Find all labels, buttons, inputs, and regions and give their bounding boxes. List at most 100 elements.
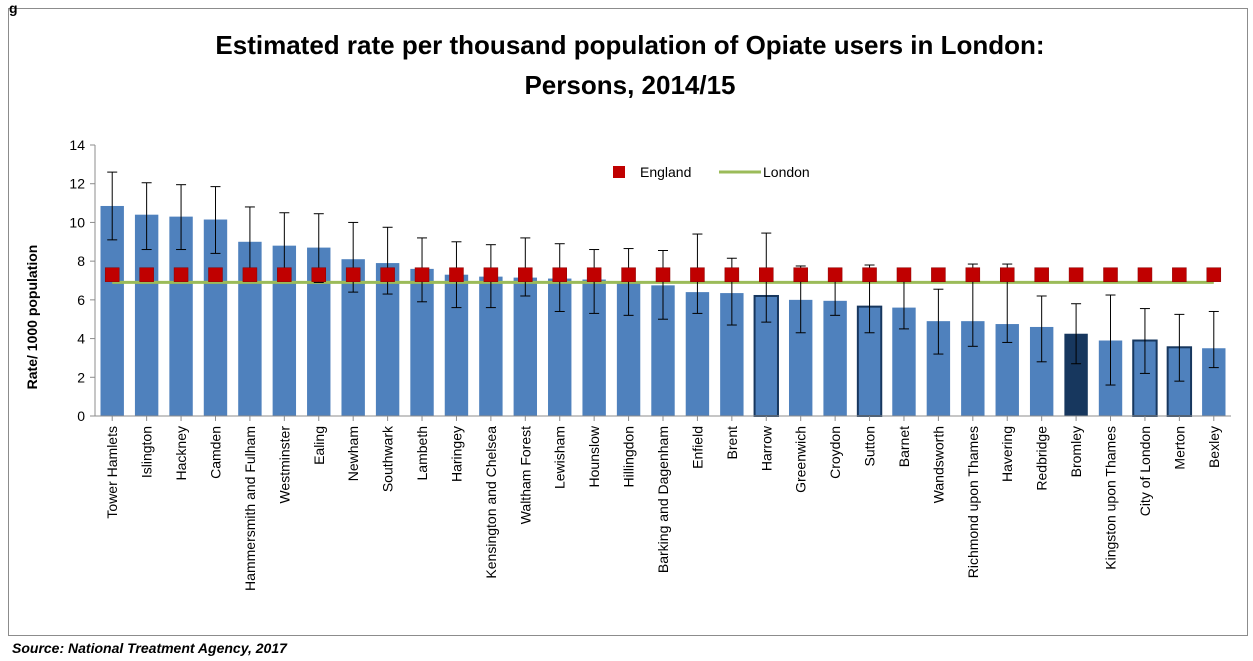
bar [341, 259, 365, 416]
england-marker [793, 267, 808, 282]
y-tick-label: 10 [69, 214, 85, 230]
y-tick-label: 2 [77, 369, 85, 385]
england-marker [483, 267, 499, 282]
bar [479, 276, 503, 416]
y-tick-label: 6 [77, 292, 85, 308]
bar [100, 205, 124, 416]
england-marker [449, 267, 464, 282]
x-axis: Tower Hamlets Islington Hackney Camden Hamme… [95, 415, 1231, 591]
figure-label: g [9, 0, 18, 16]
y-axis: 0 2 4 6 8 10 12 14 [69, 137, 96, 424]
x-tick-label: Lewisham [552, 426, 568, 489]
x-tick-label: Kingston upon Thames [1103, 426, 1119, 570]
england-marker [1206, 267, 1222, 282]
x-tick-label: Merton [1171, 426, 1187, 470]
y-tick-label: 8 [77, 253, 85, 269]
england-marker [242, 267, 258, 282]
y-axis-label: Rate/ 1000 population [24, 245, 40, 390]
england-marker [690, 267, 705, 282]
legend-england-marker [613, 166, 625, 178]
x-tick-label: Islington [139, 426, 155, 478]
england-marker [414, 267, 430, 282]
x-tick-label: Greenwich [793, 426, 809, 493]
bar [995, 324, 1019, 416]
england-marker [1034, 267, 1049, 282]
x-tick-label: Hounslow [586, 425, 602, 487]
england-marker [827, 267, 843, 282]
bar [685, 292, 710, 416]
bar [1064, 333, 1088, 416]
chart-subtitle: Persons, 2014/15 [524, 70, 735, 100]
x-tick-label: Havering [999, 426, 1015, 482]
x-tick-label: Richmond upon Thames [965, 426, 981, 578]
bar [651, 285, 675, 416]
bar [720, 293, 744, 416]
england-marker [1068, 267, 1084, 282]
england-marker [345, 267, 361, 282]
england-marker [759, 267, 774, 282]
x-tick-label: Tower Hamlets [104, 426, 120, 519]
england-marker [655, 267, 671, 282]
england-marker [173, 267, 189, 282]
england-marker [586, 267, 602, 282]
england-marker [552, 267, 567, 282]
bar [513, 277, 538, 416]
x-tick-label: Southwark [380, 425, 396, 492]
x-tick-label: Brent [724, 426, 740, 460]
england-marker [518, 267, 533, 282]
x-tick-label: Kensington and Chelsea [483, 426, 499, 579]
england-series [104, 267, 1222, 282]
england-marker [621, 267, 636, 282]
england-marker [1103, 267, 1118, 282]
x-tick-label: Camden [207, 426, 223, 479]
x-tick-label: Redbridge [1034, 426, 1050, 491]
bar [272, 245, 297, 416]
england-marker [862, 267, 877, 282]
bar [1202, 348, 1226, 416]
england-marker [931, 267, 946, 282]
bar [410, 268, 434, 416]
chart-title: Estimated rate per thousand population o… [215, 30, 1044, 60]
bar [582, 279, 606, 416]
x-tick-label: Barnet [896, 426, 912, 467]
y-tick-label: 0 [77, 408, 85, 424]
england-marker [380, 267, 395, 282]
england-marker [999, 267, 1015, 282]
england-marker [311, 267, 327, 282]
england-marker [965, 267, 981, 282]
chart-frame: g Estimated rate per thousand population… [8, 0, 1248, 636]
x-tick-label: Harrow [758, 425, 774, 471]
bar [1029, 326, 1054, 416]
bar [788, 299, 813, 416]
x-tick-label: Hillingdon [621, 426, 637, 487]
england-marker [896, 267, 912, 282]
x-tick-label: Waltham Forest [517, 426, 533, 524]
x-tick-label: Enfield [689, 426, 705, 469]
x-tick-label: Sutton [862, 426, 878, 466]
x-tick-label: Hackney [173, 426, 189, 480]
england-marker [724, 267, 740, 282]
x-tick-label: Wandsworth [930, 426, 946, 503]
x-tick-label: Bromley [1068, 426, 1084, 477]
england-marker [1172, 267, 1187, 282]
bar [444, 274, 469, 416]
bar [892, 307, 916, 416]
bar [548, 278, 572, 416]
legend-england-label: England [640, 164, 691, 180]
x-tick-label: Ealing [311, 426, 327, 465]
x-tick-label: Newham [345, 426, 361, 481]
x-tick-label: Westminster [276, 426, 292, 504]
source-note: Source: National Treatment Agency, 2017 [12, 640, 287, 656]
england-marker [104, 267, 120, 282]
legend-london-label: London [763, 164, 810, 180]
bar [238, 241, 262, 416]
bar [134, 214, 159, 416]
x-tick-label: Bexley [1206, 426, 1222, 468]
legend: England London [613, 164, 810, 180]
bar [961, 321, 985, 416]
x-tick-label: Haringey [448, 426, 464, 482]
bar [307, 247, 331, 416]
y-tick-label: 4 [77, 331, 85, 347]
x-tick-label: Barking and Dagenham [655, 426, 671, 573]
england-marker [139, 267, 154, 282]
